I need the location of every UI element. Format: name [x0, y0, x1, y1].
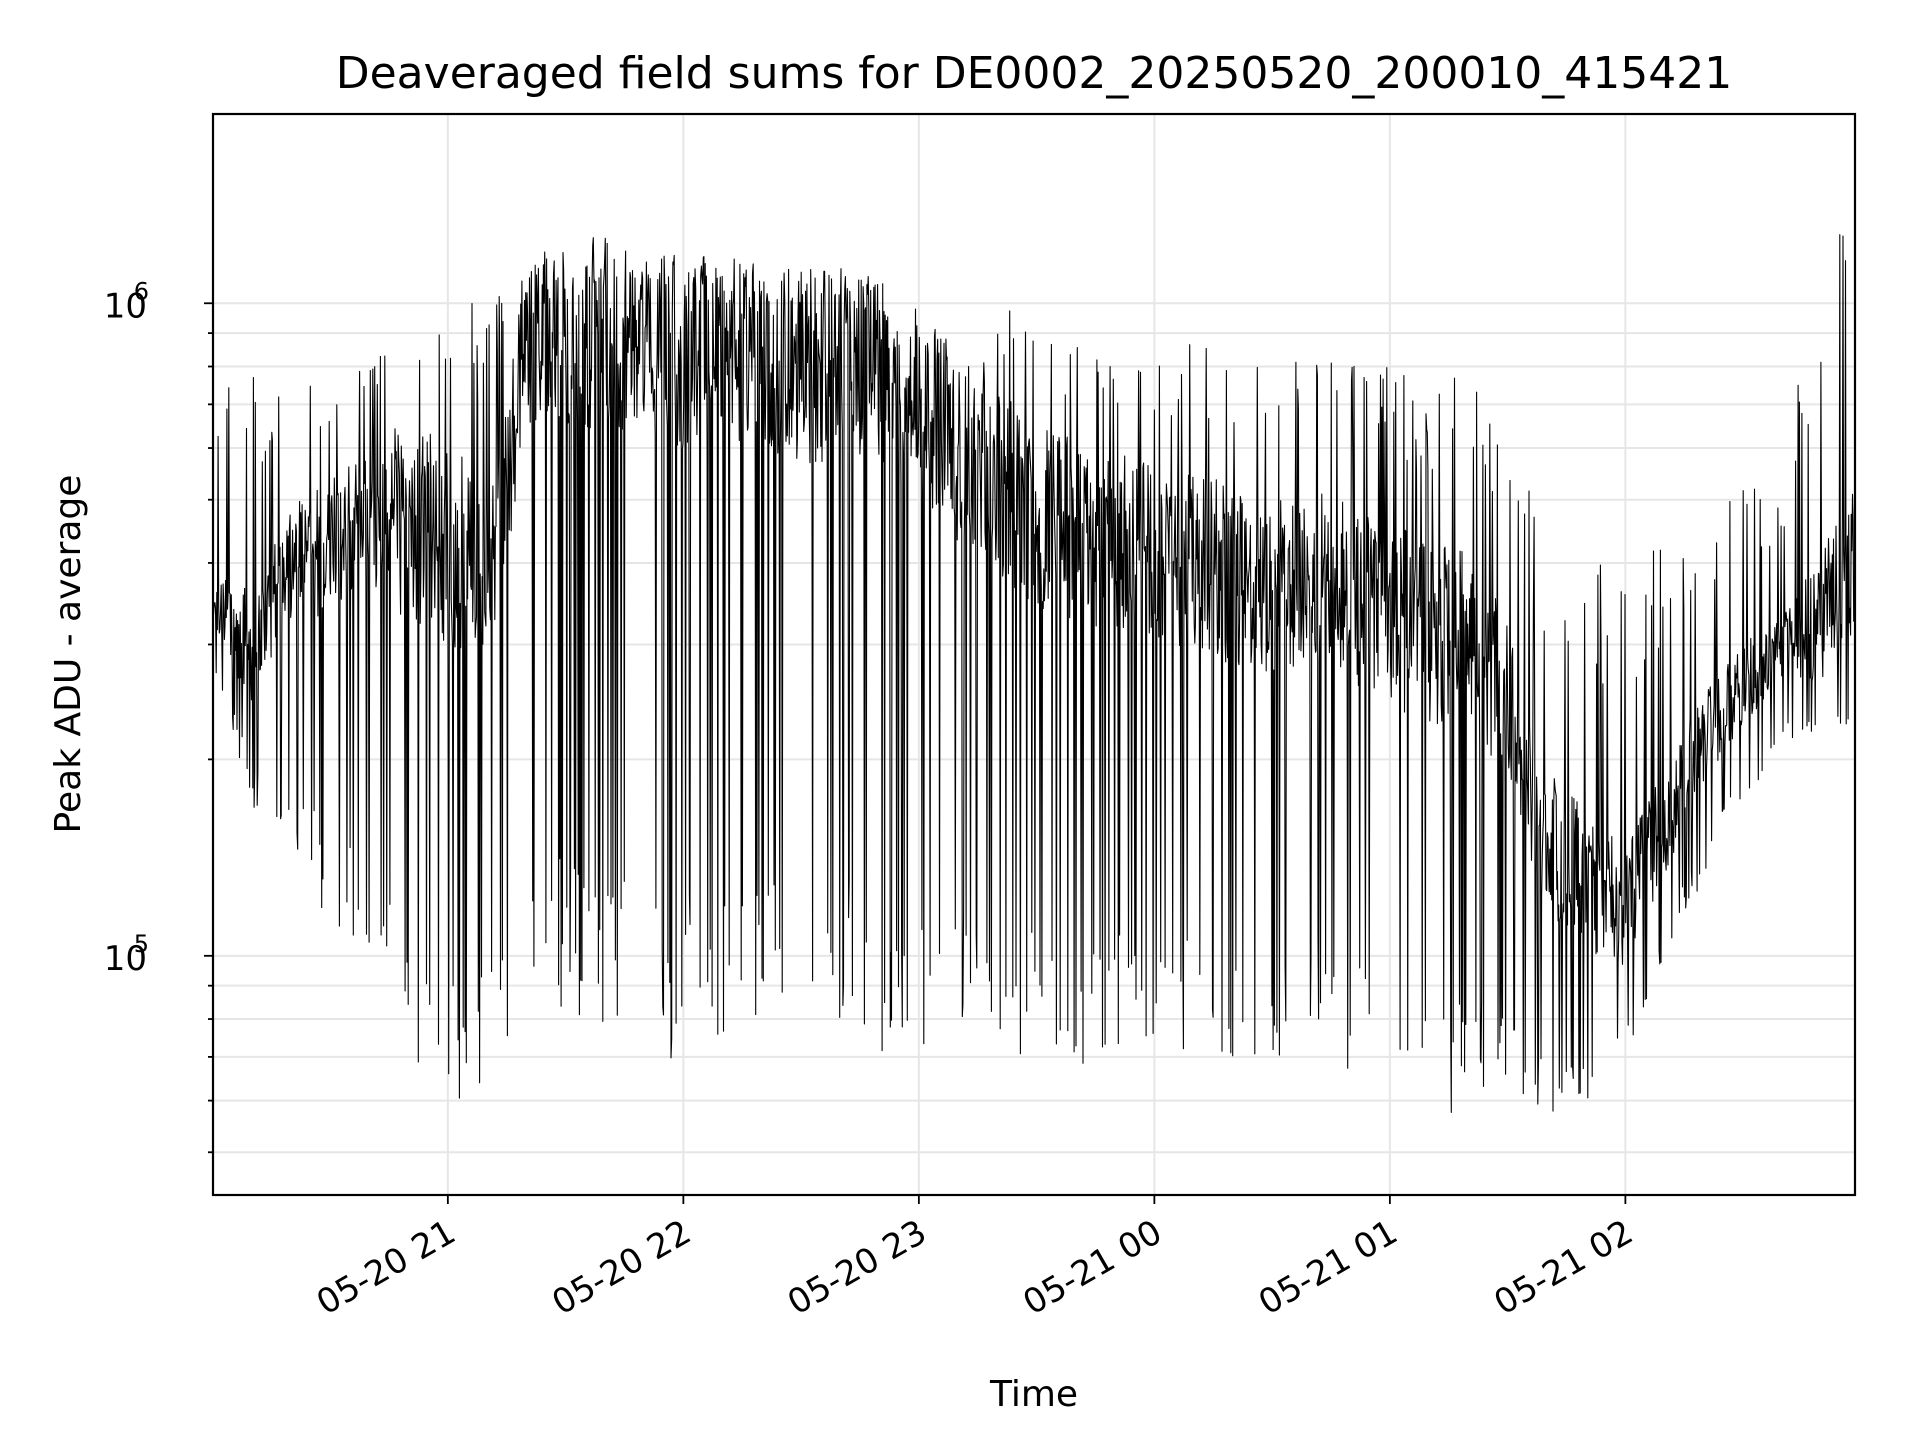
x-tick-label: 05-21 00: [1016, 1212, 1168, 1323]
x-tick-label: 05-20 21: [310, 1212, 462, 1323]
y-tick-label: 10: [104, 939, 147, 979]
y-tick-label: 10: [104, 286, 147, 326]
y-tick-exponent: 5: [134, 930, 149, 958]
y-axis-label: Peak ADU - average: [48, 475, 89, 834]
series-layer: [212, 234, 1856, 1113]
x-tick-label: 05-20 23: [781, 1212, 933, 1323]
plot-frame: [211, 112, 1857, 1197]
x-tick-label: 05-20 22: [545, 1212, 697, 1323]
x-axis-label: Time: [989, 1374, 1078, 1415]
series-line-0: [212, 234, 1856, 1113]
x-tick-label: 05-21 01: [1252, 1212, 1404, 1323]
x-tick-label: 05-21 02: [1487, 1212, 1639, 1323]
chart-title: Deaveraged field sums for DE0002_2025052…: [336, 48, 1733, 99]
y-tick-exponent: 6: [134, 277, 149, 305]
